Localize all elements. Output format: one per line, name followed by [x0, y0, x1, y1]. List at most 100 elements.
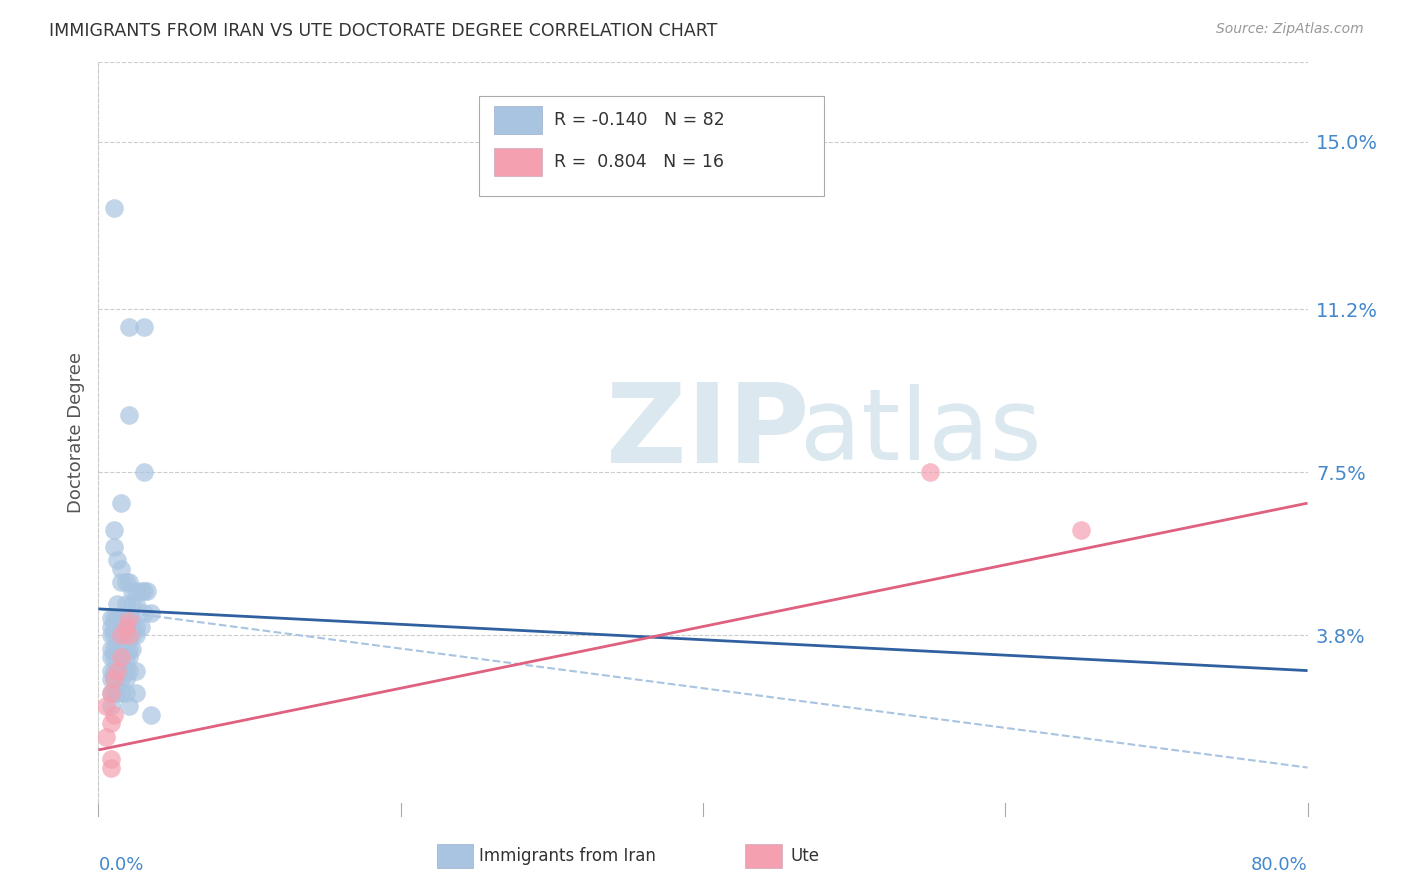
Point: [114, 619, 136, 633]
Point: [110, 610, 132, 624]
Point: [100, 673, 122, 687]
Point: [114, 673, 136, 687]
Point: [132, 465, 155, 479]
Point: [114, 575, 136, 590]
Point: [118, 319, 141, 334]
Point: [125, 598, 148, 612]
Point: [118, 628, 141, 642]
Point: [121, 628, 143, 642]
Point: [105, 553, 128, 567]
Point: [118, 664, 141, 678]
Point: [132, 584, 155, 599]
Point: [129, 619, 152, 633]
Point: [110, 641, 132, 656]
Point: [114, 664, 136, 678]
Text: IMMIGRANTS FROM IRAN VS UTE DOCTORATE DEGREE CORRELATION CHART: IMMIGRANTS FROM IRAN VS UTE DOCTORATE DE…: [49, 22, 717, 40]
Point: [100, 698, 122, 713]
Point: [141, 607, 163, 621]
Bar: [494, 147, 543, 176]
Bar: [494, 106, 543, 135]
Point: [132, 319, 155, 334]
Point: [100, 664, 122, 678]
Point: [103, 540, 125, 554]
Point: [125, 619, 148, 633]
Point: [114, 610, 136, 624]
Point: [141, 707, 163, 722]
Point: [118, 619, 141, 633]
Point: [121, 641, 143, 656]
Point: [105, 628, 128, 642]
Point: [121, 619, 143, 633]
Text: ZIP: ZIP: [606, 379, 810, 486]
Y-axis label: Doctorate Degree: Doctorate Degree: [66, 352, 84, 513]
Point: [100, 641, 122, 656]
Point: [114, 641, 136, 656]
Point: [121, 610, 143, 624]
Point: [114, 628, 136, 642]
Point: [110, 650, 132, 665]
Point: [114, 598, 136, 612]
Point: [105, 673, 128, 687]
Point: [918, 465, 941, 479]
Point: [100, 619, 122, 633]
Point: [125, 664, 148, 678]
Point: [105, 641, 128, 656]
Text: R =  0.804   N = 16: R = 0.804 N = 16: [554, 153, 724, 170]
Bar: [745, 844, 782, 868]
Point: [118, 628, 141, 642]
Point: [121, 584, 143, 599]
Point: [100, 760, 122, 774]
Point: [103, 650, 125, 665]
Point: [118, 641, 141, 656]
Point: [103, 201, 125, 215]
Point: [125, 685, 148, 699]
Point: [110, 619, 132, 633]
Text: 0.0%: 0.0%: [98, 855, 143, 873]
Point: [100, 716, 122, 731]
Point: [103, 707, 125, 722]
Point: [118, 575, 141, 590]
Point: [100, 685, 122, 699]
Point: [100, 650, 122, 665]
Point: [132, 607, 155, 621]
Point: [100, 752, 122, 766]
Point: [114, 619, 136, 633]
Point: [118, 610, 141, 624]
Point: [103, 685, 125, 699]
Text: Source: ZipAtlas.com: Source: ZipAtlas.com: [1216, 22, 1364, 37]
Text: Immigrants from Iran: Immigrants from Iran: [479, 847, 657, 865]
Point: [105, 664, 128, 678]
Point: [110, 685, 132, 699]
Point: [105, 619, 128, 633]
Point: [118, 650, 141, 665]
Point: [105, 664, 128, 678]
Point: [94, 730, 117, 744]
Text: atlas: atlas: [800, 384, 1042, 481]
Bar: [437, 844, 474, 868]
Text: 80.0%: 80.0%: [1251, 855, 1308, 873]
Point: [100, 628, 122, 642]
Point: [110, 673, 132, 687]
Point: [118, 408, 141, 422]
Point: [94, 698, 117, 713]
Point: [105, 610, 128, 624]
Point: [103, 628, 125, 642]
Point: [110, 628, 132, 642]
Point: [125, 584, 148, 599]
Point: [110, 562, 132, 576]
Point: [103, 664, 125, 678]
Point: [105, 650, 128, 665]
Point: [103, 610, 125, 624]
Point: [103, 619, 125, 633]
Text: Ute: Ute: [790, 847, 820, 865]
Point: [103, 641, 125, 656]
Text: R = -0.140   N = 82: R = -0.140 N = 82: [554, 112, 725, 129]
Point: [135, 584, 157, 599]
Point: [103, 673, 125, 687]
Point: [125, 628, 148, 642]
Point: [103, 673, 125, 687]
Point: [110, 496, 132, 510]
Point: [100, 685, 122, 699]
Point: [114, 685, 136, 699]
FancyBboxPatch shape: [479, 95, 824, 195]
